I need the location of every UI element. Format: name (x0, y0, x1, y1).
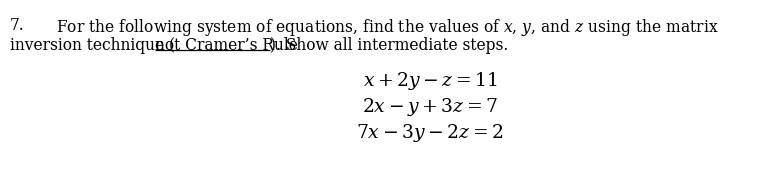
Text: $2x - y + 3z = 7$: $2x - y + 3z = 7$ (362, 96, 498, 118)
Text: $7x - 3y - 2z = 2$: $7x - 3y - 2z = 2$ (356, 122, 504, 144)
Text: For the following system of equations, find the values of $x$, $y$, and $z$ usin: For the following system of equations, f… (56, 17, 718, 38)
Text: not Cramer’s Rule: not Cramer’s Rule (155, 37, 298, 54)
Text: ). Show all intermediate steps.: ). Show all intermediate steps. (270, 37, 508, 54)
Text: $x + 2y - z = 11$: $x + 2y - z = 11$ (363, 70, 498, 92)
Text: 7.: 7. (10, 17, 25, 34)
Text: inversion technique (: inversion technique ( (10, 37, 175, 54)
